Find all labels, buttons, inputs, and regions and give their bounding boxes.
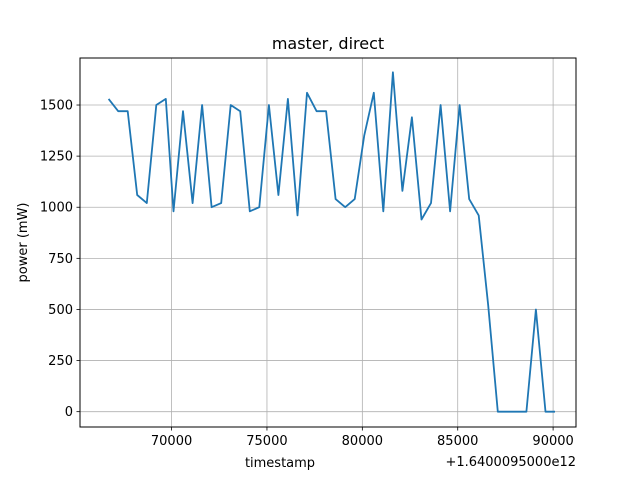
x-tick-label: 75000 xyxy=(246,434,287,449)
x-tick-label: 80000 xyxy=(342,434,383,449)
grid xyxy=(80,58,576,427)
y-tick-label: 1500 xyxy=(40,99,73,114)
series-line xyxy=(107,71,555,413)
y-tick-label: 1000 xyxy=(40,201,73,216)
y-axis-label: power (mW) xyxy=(16,203,31,283)
series-layer xyxy=(107,71,555,413)
y-tick-label: 750 xyxy=(48,252,73,267)
y-tick-label: 1250 xyxy=(40,150,73,165)
x-tick-label: 70000 xyxy=(151,434,192,449)
ticks: 70000 75000 80000 85000 90000 0 250 500 750 1000 1… xyxy=(40,99,574,449)
y-tick-label: 0 xyxy=(65,405,73,420)
x-axis-label: timestamp xyxy=(245,456,315,471)
y-tick-label: 500 xyxy=(48,303,73,318)
x-axis-offset-label: +1.6400095000e12 xyxy=(445,455,576,470)
chart-title: master, direct xyxy=(272,34,384,53)
y-tick-label: 250 xyxy=(48,354,73,369)
x-tick-label: 90000 xyxy=(532,434,573,449)
plot-frame xyxy=(79,57,577,428)
x-tick-label: 85000 xyxy=(437,434,478,449)
